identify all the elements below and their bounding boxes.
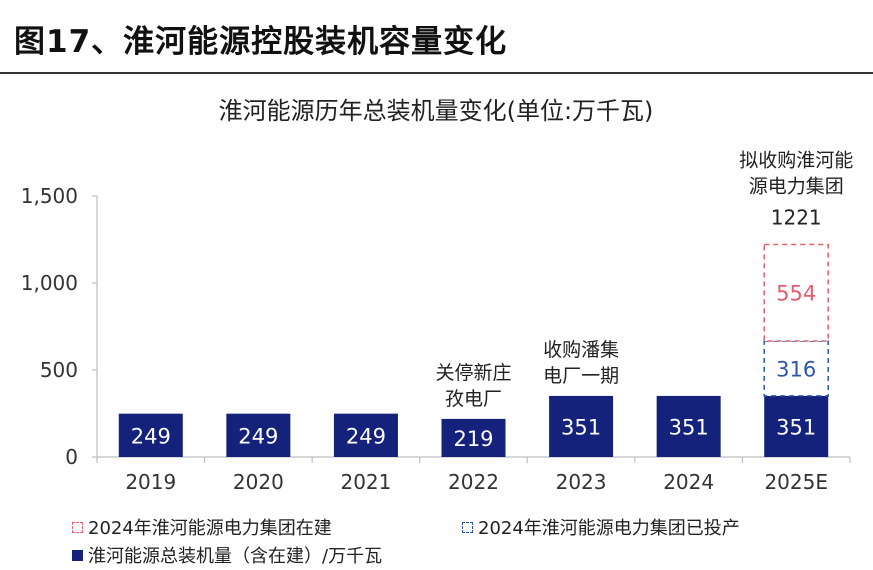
x-tick-label: 2020 xyxy=(233,470,284,494)
legend-swatch-commissioned xyxy=(462,521,473,533)
bar-total-capacity xyxy=(226,413,291,457)
annotation-text: 电厂一期 xyxy=(543,365,619,387)
chart-bars xyxy=(118,243,829,457)
legend-swatch-total xyxy=(72,549,83,561)
bar-commissioned xyxy=(763,340,829,397)
bar-value-label: 249 xyxy=(131,424,171,448)
x-tick-label: 2024 xyxy=(663,470,714,494)
legend-item-under-construction: 2024年淮河能源电力集团在建 xyxy=(72,514,332,540)
figure-title: 图17、淮河能源控股装机容量变化 xyxy=(14,24,508,60)
bar-under-construction xyxy=(763,243,829,342)
bar-total-capacity xyxy=(333,413,398,457)
bar-value-label: 351 xyxy=(561,415,601,439)
figure-header: 图17、淮河能源控股装机容量变化 xyxy=(0,0,873,74)
annotation-text: 收购潘集 xyxy=(543,339,619,361)
legend-label-under-construction: 2024年淮河能源电力集团在建 xyxy=(88,518,332,539)
bar-value-label: 554 xyxy=(776,282,816,306)
bar-total-capacity xyxy=(656,395,721,457)
annotation-text: 孜电厂 xyxy=(445,388,502,410)
y-tick-label: 0 xyxy=(65,445,78,469)
legend-label-total: 淮河能源总装机量（含在建）/万千瓦 xyxy=(88,546,383,567)
bar-value-label: 249 xyxy=(346,424,386,448)
bar-total-capacity xyxy=(764,395,829,457)
y-tick-label: 1,000 xyxy=(21,271,78,295)
bar-value-label: 351 xyxy=(669,415,709,439)
total-value-label: 1221 xyxy=(771,206,822,230)
chart-axes: 0 500 1,000 1,500 2019 2020 2021 2022 2023 2024 20… xyxy=(21,184,851,494)
header-rule xyxy=(0,72,873,74)
legend-label-commissioned: 2024年淮河能源电力集团已投产 xyxy=(478,518,740,539)
bar-value-label: 351 xyxy=(776,415,816,439)
bar-value-label: 316 xyxy=(776,357,816,381)
capacity-bar-chart: 淮河能源历年总装机量变化(单位:万千瓦) 0 500 1,000 1,500 2019 2… xyxy=(21,97,853,494)
bar-value-label: 219 xyxy=(453,427,493,451)
annotation-text: 源电力集团 xyxy=(749,176,844,198)
chart-title: 淮河能源历年总装机量变化(单位:万千瓦) xyxy=(219,97,654,125)
x-tick-label: 2023 xyxy=(556,470,607,494)
bar-total-capacity xyxy=(118,413,183,457)
x-tick-label: 2025E xyxy=(764,470,828,494)
annotation-text: 拟收购淮河能 xyxy=(739,150,853,172)
x-tick-label: 2021 xyxy=(340,470,391,494)
y-tick-label: 1,500 xyxy=(21,184,78,208)
legend-item-commissioned: 2024年淮河能源电力集团已投产 xyxy=(462,514,740,540)
bar-total-capacity xyxy=(549,395,614,457)
bar-total-capacity xyxy=(441,418,506,457)
x-tick-label: 2019 xyxy=(125,470,176,494)
chart-legend: 2024年淮河能源电力集团在建 2024年淮河能源电力集团已投产 淮河能源总装机… xyxy=(0,508,873,570)
annotation-text: 关停新庄 xyxy=(435,362,511,384)
legend-item-total: 淮河能源总装机量（含在建）/万千瓦 xyxy=(72,542,382,568)
legend-swatch-under-construction xyxy=(72,521,83,533)
y-tick-label: 500 xyxy=(40,358,78,382)
bar-value-label: 249 xyxy=(238,424,278,448)
x-tick-label: 2022 xyxy=(448,470,499,494)
